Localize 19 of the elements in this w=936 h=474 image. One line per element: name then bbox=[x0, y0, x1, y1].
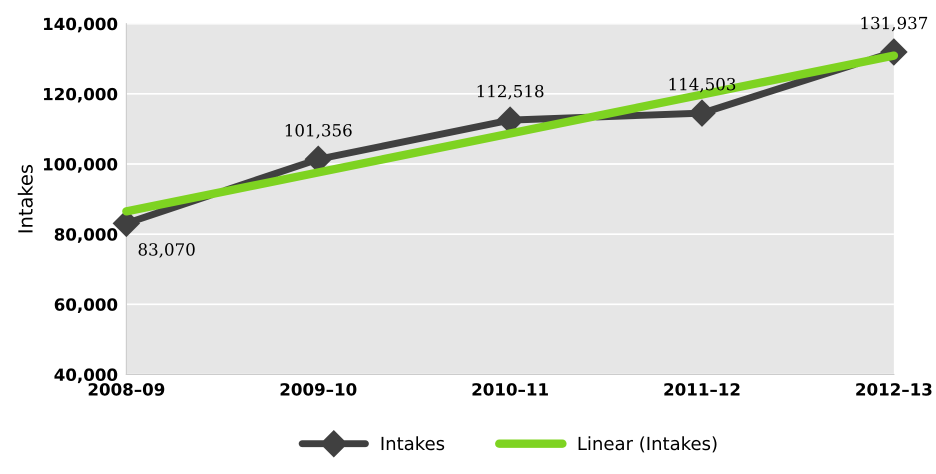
x-tick-label: 2009–10 bbox=[280, 383, 356, 396]
y-tick-label: 40,000 bbox=[54, 368, 118, 384]
y-tick-label: 60,000 bbox=[54, 298, 118, 314]
y-tick-label: 120,000 bbox=[44, 88, 118, 103]
data-label: 101,356 bbox=[286, 124, 352, 139]
legend-label: Linear (Intakes) bbox=[578, 436, 716, 452]
x-tick-label: 2008–09 bbox=[88, 383, 164, 396]
y-tick-label: 80,000 bbox=[54, 228, 118, 243]
data-label: 114,503 bbox=[670, 78, 736, 92]
data-label: 131,937 bbox=[861, 16, 928, 32]
y-axis-title: Intakes bbox=[18, 164, 33, 232]
x-tick-label: 2011–12 bbox=[664, 383, 740, 396]
legend-label: Intakes bbox=[382, 436, 444, 450]
data-label: 83,070 bbox=[138, 243, 195, 258]
x-tick-label: 2012–13 bbox=[856, 383, 932, 396]
y-tick-label: 100,000 bbox=[44, 158, 118, 173]
data-label: 112,518 bbox=[478, 84, 544, 100]
y-tick-label: 140,000 bbox=[44, 18, 118, 32]
x-tick-label: 2010–11 bbox=[472, 383, 548, 396]
